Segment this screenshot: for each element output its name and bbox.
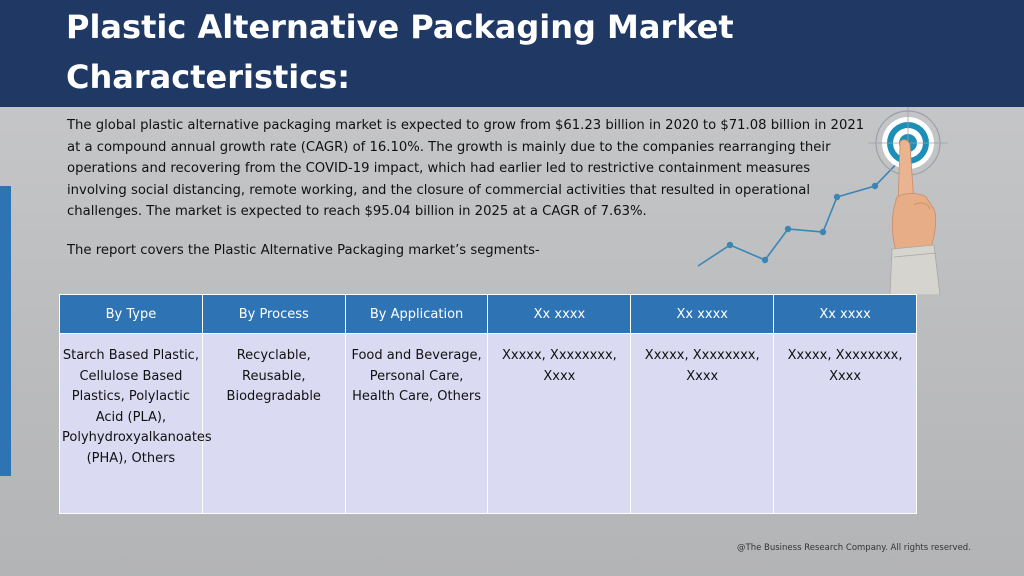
header-placeholder-1: Xx xxxx	[487, 294, 632, 334]
left-accent-bar	[0, 186, 11, 476]
cell-by-process: Recyclable, Reusable, Biodegradable	[201, 333, 346, 514]
table-header-row: By Type By Process By Application Xx xxx…	[59, 294, 917, 334]
cell-by-application: Food and Beverage, Personal Care, Health…	[344, 333, 489, 514]
header-by-type: By Type	[59, 294, 203, 334]
market-segments-table: By Type By Process By Application Xx xxx…	[59, 294, 917, 514]
cell-placeholder-2: Xxxxx, Xxxxxxxx, Xxxx	[630, 333, 775, 514]
header-placeholder-3: Xx xxxx	[773, 294, 917, 334]
market-overview-paragraph: The global plastic alternative packaging…	[67, 118, 865, 219]
header-placeholder-2: Xx xxxx	[630, 294, 775, 334]
cell-placeholder-1: Xxxxx, Xxxxxxxx, Xxxx	[487, 333, 632, 514]
hand-touch-target-growth-icon	[697, 107, 948, 295]
page-title-line-2: Characteristics:	[66, 58, 351, 96]
segments-intro-text: The report covers the Plastic Alternativ…	[67, 243, 540, 258]
cell-by-type: Starch Based Plastic, Cellulose Based Pl…	[59, 333, 212, 514]
page-title-line-1: Plastic Alternative Packaging Market	[66, 8, 734, 46]
title-banner: Plastic Alternative Packaging Market Cha…	[0, 0, 1024, 107]
page-title: Plastic Alternative Packaging Market Cha…	[66, 2, 826, 102]
cell-placeholder-3: Xxxxx, Xxxxxxxx, Xxxx	[773, 333, 917, 514]
copyright-notice: @The Business Research Company. All righ…	[737, 543, 971, 553]
header-by-application: By Application	[344, 294, 489, 334]
header-by-process: By Process	[201, 294, 346, 334]
table-row: Starch Based Plastic, Cellulose Based Pl…	[59, 333, 917, 514]
